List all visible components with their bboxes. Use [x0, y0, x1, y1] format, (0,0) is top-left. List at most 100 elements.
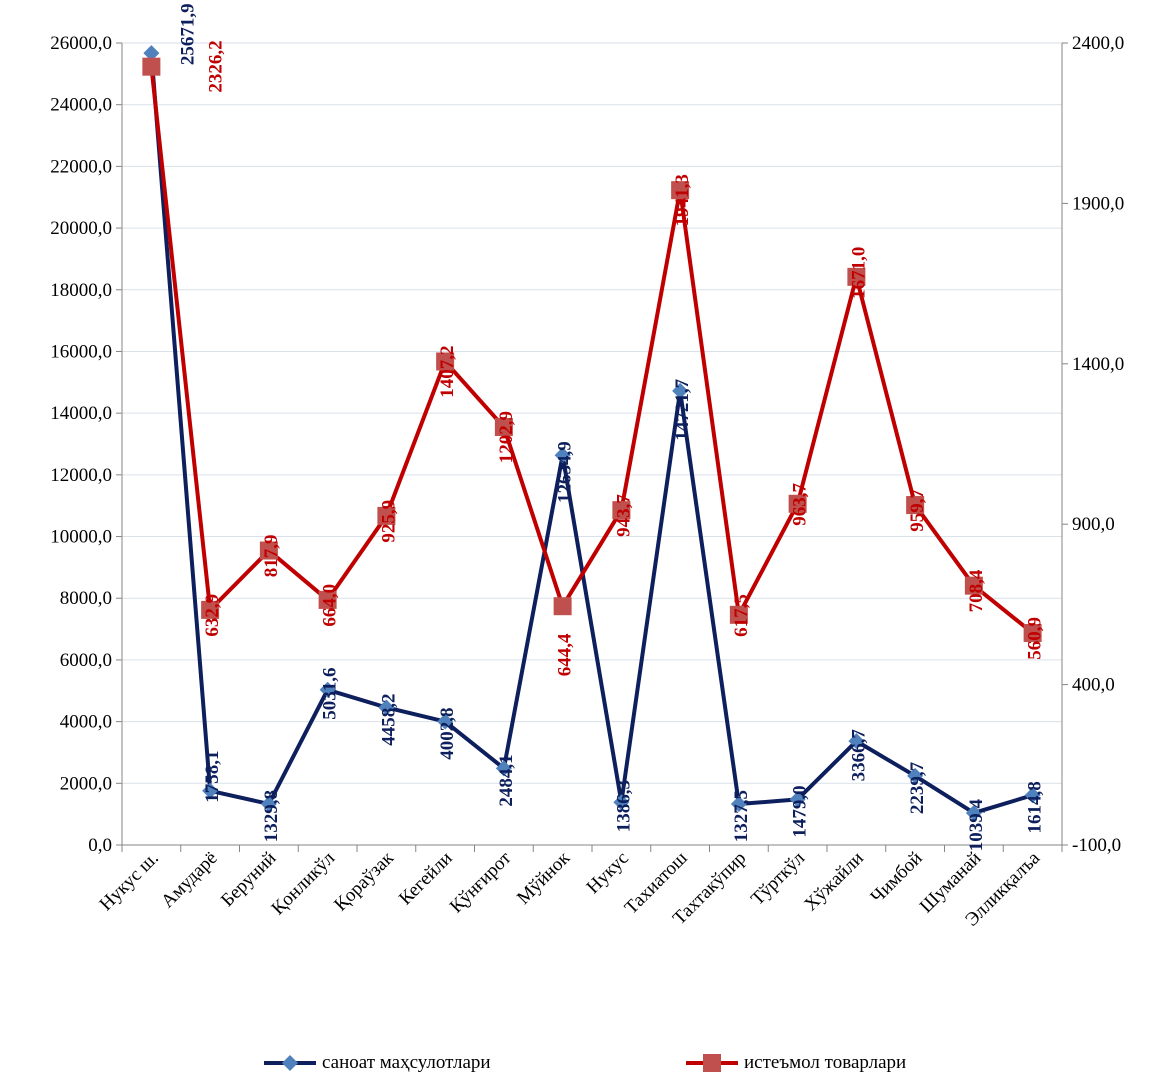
data-label-series2: 925,9: [378, 500, 399, 543]
category-label: Амударё: [157, 848, 221, 912]
data-label-series2: 617,5: [731, 594, 752, 637]
data-label-series2: 1407,2: [437, 345, 458, 397]
category-label: Қўнғирот: [446, 847, 516, 917]
data-label-series1: 3366,7: [848, 729, 869, 782]
left-tick-label: 12000,0: [50, 465, 112, 486]
right-tick-label: 900,0: [1072, 514, 1115, 535]
data-label-series1: 12634,9: [555, 441, 576, 503]
data-point-series2: [259, 541, 278, 560]
data-label-series2: 1941,3: [672, 174, 693, 226]
data-label-series2: 632,9: [202, 594, 223, 637]
series-markers: [142, 45, 1042, 821]
left-tick-label: 4000,0: [60, 712, 112, 733]
data-point-series2: [1023, 623, 1042, 642]
legend-marker-square-icon: [686, 1054, 738, 1072]
left-tick-label: 16000,0: [50, 341, 112, 362]
left-tick-label: 18000,0: [50, 280, 112, 301]
left-tick-label: 14000,0: [50, 403, 112, 424]
data-label-series1: 1386,3: [613, 780, 634, 832]
data-point-series1: [202, 782, 219, 799]
right-tick-label: 2400,0: [1072, 33, 1124, 54]
left-axis-ticks: 0,0 2000,0 4000,0 6000,0 8000,0 10000,0 12000,…: [50, 33, 112, 856]
legend-marker-diamond-icon: [264, 1055, 316, 1071]
data-label-series1: 1758,1: [202, 751, 223, 803]
data-point-series2: [906, 496, 925, 515]
legend-label-series1: саноат маҳсулотлари: [322, 1052, 491, 1073]
data-point-series1: [730, 796, 747, 813]
category-label: Нукус: [583, 848, 633, 898]
data-point-series2: [964, 576, 983, 595]
data-point-series1: [437, 713, 454, 730]
data-point-series1: [613, 794, 630, 811]
data-label-series2: 817,9: [261, 535, 282, 578]
series-line-1: [149, 52, 1034, 815]
right-tick-label: 1900,0: [1072, 193, 1124, 214]
left-tick-label: 2000,0: [60, 773, 112, 794]
data-point-series1: [495, 760, 512, 777]
axes: [116, 42, 1068, 852]
data-point-series1: [143, 45, 160, 62]
data-point-series1: [848, 733, 865, 750]
data-label-series1: 5031,6: [320, 668, 341, 720]
category-label: Қораўзак: [330, 847, 398, 915]
data-label-series2: 1671,0: [848, 247, 869, 299]
data-point-series1: [965, 804, 982, 821]
data-label-series1: 4002,8: [437, 708, 458, 760]
data-point-series1: [260, 795, 277, 812]
data-labels: 25671,9 1758,1 1329,8 5031,6 4458,2 4002,8 248…: [177, 3, 1045, 851]
data-label-series1: 4458,2: [378, 693, 399, 745]
data-label-series1: 1039,4: [966, 798, 987, 851]
data-point-series1: [1024, 787, 1041, 804]
data-point-series2: [553, 597, 572, 616]
data-point-series2: [377, 506, 396, 525]
left-tick-label: 26000,0: [50, 33, 112, 54]
data-label-series2: 943,7: [613, 494, 634, 537]
legend-item-series1: саноат маҳсулотлари: [262, 1052, 491, 1074]
series-line-2: [149, 66, 1034, 635]
right-tick-label: -100,0: [1072, 835, 1121, 856]
category-label: Мўйнок: [513, 847, 575, 909]
left-tick-label: 6000,0: [60, 650, 112, 671]
left-tick-label: 22000,0: [50, 156, 112, 177]
data-label-series1: 2484,1: [496, 754, 517, 806]
data-point-series2: [318, 590, 337, 609]
category-label: Хўжайли: [800, 848, 868, 916]
legend-item-series2: истеъмол товарлари: [684, 1052, 906, 1074]
data-label-series2: 1202,9: [496, 411, 517, 463]
data-point-series2: [671, 181, 690, 200]
legend-label-series2: истеъмол товарлари: [744, 1052, 907, 1073]
data-label-series1: 2239,7: [907, 761, 928, 814]
data-label-series2: 963,7: [790, 483, 811, 526]
data-point-series1: [907, 767, 924, 784]
left-tick-label: 0,0: [88, 835, 112, 856]
gridlines: [122, 42, 1062, 784]
right-axis-ticks: -100,0 400,0 900,0 1400,0 1900,0 2400,0: [1072, 33, 1124, 856]
data-point-series2: [612, 501, 631, 520]
data-point-series1: [378, 699, 395, 716]
data-point-series2: [436, 352, 455, 371]
left-tick-label: 8000,0: [60, 588, 112, 609]
data-point-series2: [729, 605, 748, 624]
left-tick-label: 10000,0: [50, 527, 112, 548]
series-lines: [149, 52, 1034, 815]
chart: 0,0 2000,0 4000,0 6000,0 8000,0 10000,0 12000,…: [50, 3, 1124, 930]
data-label-series2: 959,7: [907, 489, 928, 532]
data-label-series2: 644,4: [555, 633, 576, 676]
category-labels: Нукус ш.АмударёБерунийҚонликўлҚораўзакКе…: [96, 847, 1045, 930]
data-point-series1: [319, 681, 336, 698]
category-label: Қонликўл: [268, 847, 340, 919]
data-label-series1: 1479,0: [790, 785, 811, 837]
right-tick-label: 1400,0: [1072, 354, 1124, 375]
data-point-series2: [847, 267, 866, 286]
data-label-series1: 1327,5: [731, 790, 752, 842]
data-point-series1: [672, 382, 689, 399]
data-point-series2: [788, 494, 807, 513]
data-point-series1: [789, 791, 806, 808]
data-label-series2: 664,0: [320, 584, 341, 627]
left-tick-label: 20000,0: [50, 218, 112, 239]
data-label-series1: 1614,8: [1025, 781, 1046, 833]
data-label-series1: 14721,7: [672, 378, 693, 440]
data-label-series1: 1329,8: [261, 790, 282, 842]
data-label-series2: 708,4: [966, 569, 987, 612]
data-label-series2: 560,9: [1025, 617, 1046, 660]
